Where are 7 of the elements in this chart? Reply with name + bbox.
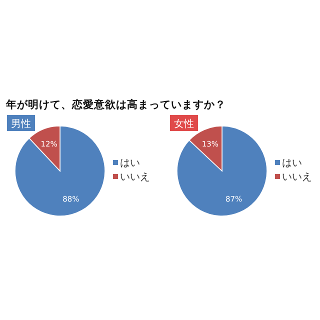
chart-title: 年が明けて、恋愛意欲は高まっていますか？	[5, 98, 226, 111]
chart-subtitle: 男性	[11, 118, 31, 130]
legend-label: はい	[282, 158, 302, 169]
legend-label: いいえ	[282, 172, 312, 183]
chart-subtitle: 女性	[174, 118, 194, 130]
legend-label: はい	[120, 158, 140, 169]
legend-label: いいえ	[120, 172, 150, 183]
